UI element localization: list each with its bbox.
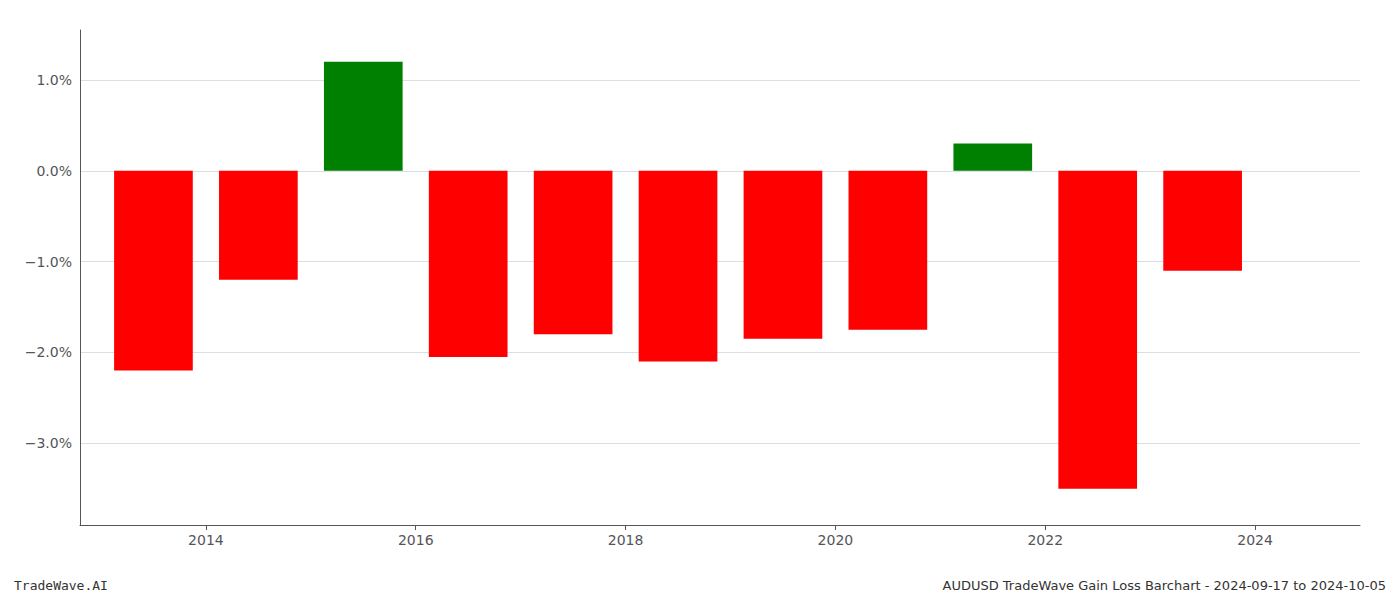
svg-text:2018: 2018 <box>608 532 644 548</box>
svg-text:1.0%: 1.0% <box>36 72 72 88</box>
svg-text:−2.0%: −2.0% <box>25 344 72 360</box>
svg-text:2014: 2014 <box>188 532 224 548</box>
svg-text:0.0%: 0.0% <box>36 163 72 179</box>
svg-text:2024: 2024 <box>1237 532 1273 548</box>
svg-text:2022: 2022 <box>1027 532 1063 548</box>
svg-text:TradeWave.AI: TradeWave.AI <box>14 578 108 593</box>
svg-text:−1.0%: −1.0% <box>25 254 72 270</box>
svg-text:2020: 2020 <box>818 532 854 548</box>
svg-text:2016: 2016 <box>398 532 434 548</box>
svg-text:AUDUSD TradeWave Gain Loss Bar: AUDUSD TradeWave Gain Loss Barchart - 20… <box>942 578 1386 593</box>
svg-text:−3.0%: −3.0% <box>25 435 72 451</box>
